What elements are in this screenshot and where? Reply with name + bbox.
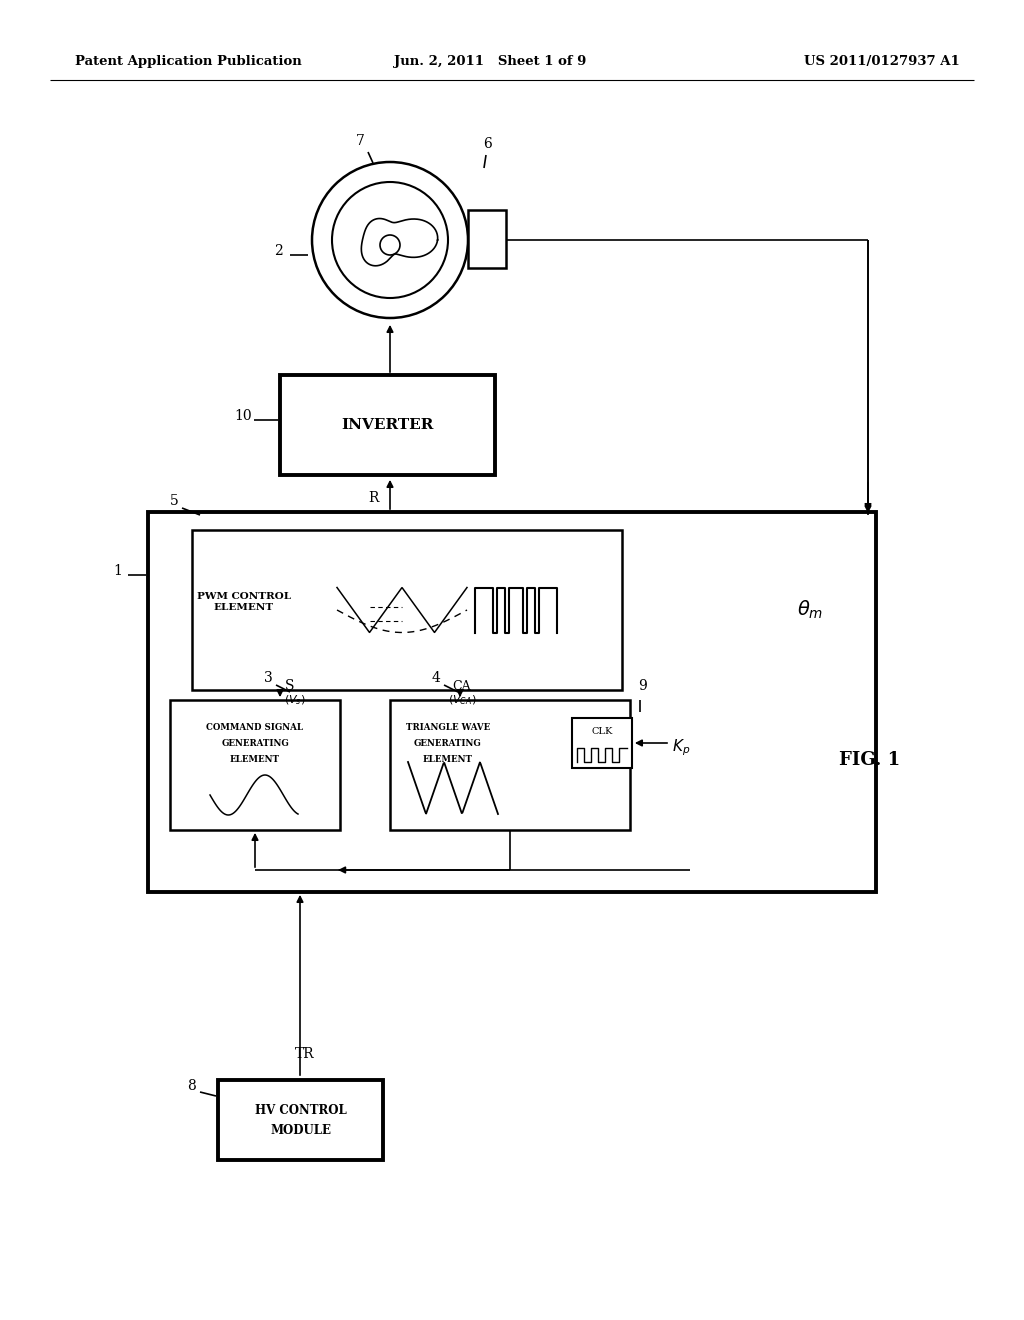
Bar	[170, 700, 340, 830]
Text: MODULE: MODULE	[270, 1123, 331, 1137]
Text: CLK: CLK	[591, 727, 612, 737]
Text: HV CONTROL: HV CONTROL	[255, 1104, 346, 1117]
Text: US 2011/0127937 A1: US 2011/0127937 A1	[804, 55, 961, 69]
Text: GENERATING: GENERATING	[221, 739, 289, 748]
Text: $(V_{CA})$: $(V_{CA})$	[447, 693, 476, 706]
Text: TR: TR	[295, 1047, 314, 1061]
Text: 10: 10	[234, 409, 252, 422]
Bar	[572, 718, 632, 768]
Text: 8: 8	[187, 1078, 197, 1093]
Text: Patent Application Publication: Patent Application Publication	[75, 55, 302, 69]
Text: ELEMENT: ELEMENT	[230, 755, 280, 764]
Bar	[218, 1080, 383, 1160]
Text: ELEMENT: ELEMENT	[423, 755, 473, 764]
Text: 6: 6	[483, 137, 493, 150]
Bar	[193, 531, 622, 690]
Text: $(V_s)$: $(V_s)$	[284, 693, 306, 706]
Text: CA: CA	[453, 680, 471, 693]
Text: 3: 3	[263, 671, 272, 685]
Text: 4: 4	[431, 671, 440, 685]
Text: COMMAND SIGNAL: COMMAND SIGNAL	[207, 723, 303, 733]
Text: 7: 7	[355, 135, 365, 148]
Bar	[280, 375, 495, 475]
Bar	[468, 210, 506, 268]
Bar	[390, 700, 630, 830]
Text: S: S	[286, 678, 295, 693]
Text: 1: 1	[114, 564, 123, 578]
Text: GENERATING: GENERATING	[414, 739, 482, 748]
Text: PWM CONTROL
ELEMENT: PWM CONTROL ELEMENT	[197, 591, 291, 612]
Text: 5: 5	[170, 494, 178, 508]
Text: TRIANGLE WAVE: TRIANGLE WAVE	[406, 723, 490, 733]
Text: Jun. 2, 2011   Sheet 1 of 9: Jun. 2, 2011 Sheet 1 of 9	[394, 55, 586, 69]
Text: $\theta_m$: $\theta_m$	[797, 599, 823, 622]
Text: R: R	[368, 491, 378, 506]
Text: $K_p$: $K_p$	[672, 738, 690, 758]
Text: INVERTER: INVERTER	[341, 418, 434, 432]
Text: 2: 2	[273, 244, 283, 257]
Text: 9: 9	[638, 678, 647, 693]
Bar	[148, 512, 876, 892]
Text: FIG. 1: FIG. 1	[840, 751, 900, 770]
